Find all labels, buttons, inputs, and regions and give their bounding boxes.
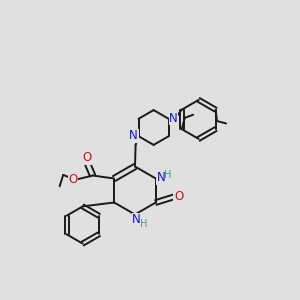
Text: N: N [129,129,138,142]
Text: H: H [164,170,172,181]
Text: H: H [140,219,148,229]
Text: O: O [68,173,77,186]
Text: O: O [174,190,183,203]
Text: N: N [157,171,166,184]
Text: N: N [169,112,178,125]
Text: O: O [82,151,91,164]
Text: N: N [132,213,141,226]
